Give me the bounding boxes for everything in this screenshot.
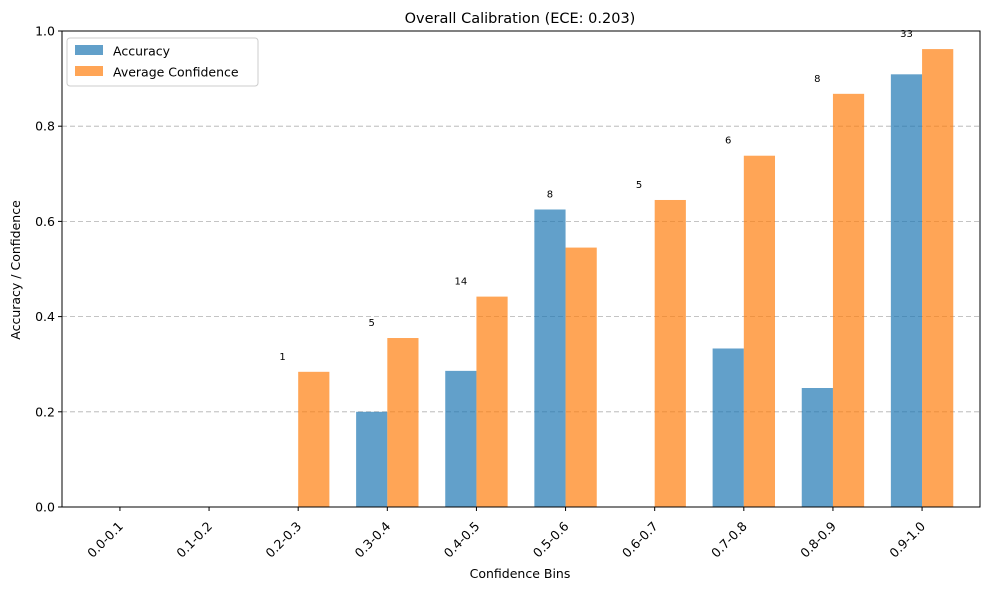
sample-count-label: 14 xyxy=(454,277,467,288)
x-tick-label: 0.0-0.1 xyxy=(84,519,126,561)
y-tick-label: 0.2 xyxy=(35,404,55,419)
confidence-bar xyxy=(832,93,865,507)
confidence-bar xyxy=(654,199,686,508)
sample-count-label: 33 xyxy=(900,29,913,40)
y-tick-label: 0.8 xyxy=(35,119,55,134)
y-axis-label: Accuracy / Confidence xyxy=(8,200,23,340)
y-tick-label: 0.4 xyxy=(35,309,55,324)
legend-box xyxy=(66,37,259,87)
plot-frame xyxy=(61,30,981,508)
accuracy-bar xyxy=(712,348,744,507)
sample-count-label: 5 xyxy=(369,318,375,329)
x-tick-label: 0.6-0.7 xyxy=(619,519,661,561)
x-tick-label: 0.8-0.9 xyxy=(797,518,839,560)
sample-count-label: 5 xyxy=(636,180,642,191)
x-tick-label: 0.9-1.0 xyxy=(886,518,928,560)
y-tick-label: 0.0 xyxy=(35,500,55,515)
confidence-bar xyxy=(743,155,776,507)
accuracy-bar xyxy=(890,74,923,507)
x-tick-label: 0.2-0.3 xyxy=(262,519,304,561)
accuracy-bar xyxy=(356,411,388,507)
sample-count-label: 1 xyxy=(279,352,285,363)
y-axis: 0.0 0.2 0.4 0.6 0.8 1.0 xyxy=(35,24,62,515)
sample-count-label: 6 xyxy=(725,136,731,147)
x-tick-label: 0.7-0.8 xyxy=(708,518,750,560)
sample-count-label: 8 xyxy=(547,190,553,201)
x-axis: 0.0-0.1 0.1-0.2 0.2-0.3 0.3-0.4 0.4-0.5 0.5-0… xyxy=(84,507,928,560)
legend-label-average-confidence: Average Confidence xyxy=(113,65,239,80)
legend: Accuracy Average Confidence xyxy=(66,37,259,87)
count-labels-layer: 1 5 14 8 5 6 8 33 xyxy=(279,29,912,363)
x-tick-label: 0.5-0.6 xyxy=(530,518,572,560)
x-tick-label: 0.4-0.5 xyxy=(441,519,483,561)
legend-swatch-accuracy xyxy=(75,45,103,55)
confidence-bar xyxy=(922,49,954,507)
accuracy-bar xyxy=(445,370,477,507)
confidence-bar xyxy=(476,296,508,507)
y-tick-label: 1.0 xyxy=(35,24,55,39)
sample-count-label: 8 xyxy=(814,74,820,85)
confidence-bar xyxy=(298,371,330,507)
x-axis-label: Confidence Bins xyxy=(470,566,571,581)
y-tick-label: 0.6 xyxy=(35,214,55,229)
legend-swatch-average-confidence xyxy=(75,66,103,76)
chart-title: Overall Calibration (ECE: 0.203) xyxy=(405,11,636,27)
legend-label-accuracy: Accuracy xyxy=(113,44,171,59)
x-tick-label: 0.3-0.4 xyxy=(352,518,394,560)
bars-layer xyxy=(298,49,954,508)
confidence-bar xyxy=(387,338,419,507)
accuracy-bar xyxy=(534,209,566,507)
confidence-bar xyxy=(565,247,597,507)
accuracy-bar xyxy=(801,388,833,507)
x-tick-label: 0.1-0.2 xyxy=(173,519,215,561)
